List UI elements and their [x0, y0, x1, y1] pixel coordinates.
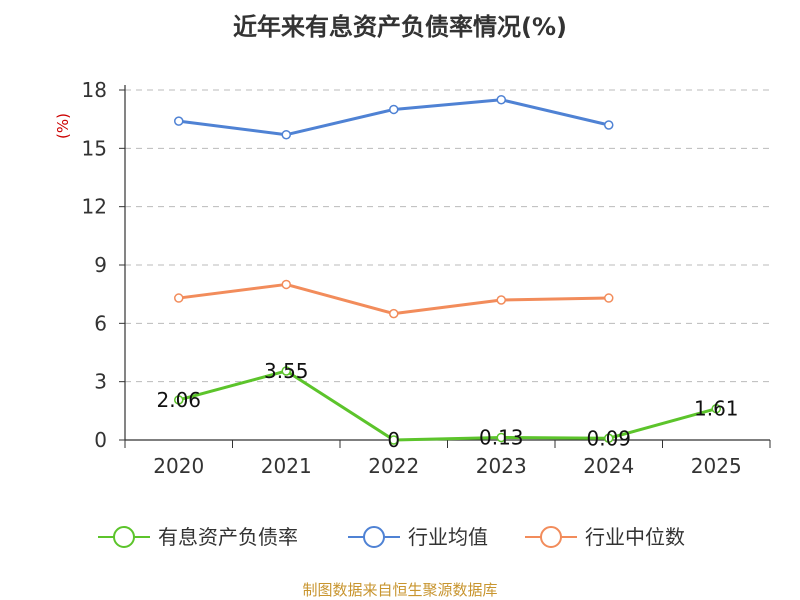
data-point — [604, 433, 614, 443]
data-point — [604, 120, 614, 130]
source-note: 制图数据来自恒生聚源数据库 — [302, 581, 497, 599]
y-tick-label: 6 — [94, 311, 107, 335]
x-tick-label: 2021 — [261, 454, 312, 478]
legend-label: 行业均值 — [408, 525, 488, 549]
y-tick-label: 9 — [94, 253, 107, 277]
data-point — [174, 116, 184, 126]
data-point — [496, 295, 506, 305]
data-label: 2.06 — [156, 388, 201, 412]
y-tick-label: 3 — [94, 370, 107, 394]
data-point — [711, 403, 721, 414]
data-label: 0.13 — [479, 425, 524, 449]
data-point — [389, 435, 399, 445]
y-tick-label: 12 — [82, 195, 107, 219]
data-point — [174, 293, 184, 303]
data-point — [281, 129, 291, 140]
data-point — [281, 279, 291, 290]
x-tick-label: 2024 — [583, 454, 634, 478]
legend-swatch-marker — [540, 526, 562, 548]
data-point — [496, 432, 506, 443]
series-line — [178, 369, 717, 442]
y-tick-label: 15 — [82, 136, 107, 160]
data-point — [389, 104, 399, 115]
legend-swatch-marker — [113, 526, 135, 548]
data-label: 0 — [387, 428, 400, 452]
gridlines — [125, 89, 770, 383]
x-tick-label: 2020 — [153, 454, 204, 478]
data-point — [174, 395, 184, 405]
x-tick-label: 2025 — [691, 454, 742, 478]
data-point — [281, 366, 291, 376]
data-label: 1.61 — [694, 397, 739, 421]
x-tick-label: 2023 — [476, 454, 527, 478]
data-point — [389, 308, 399, 319]
data-label: 3.55 — [264, 359, 309, 383]
legend-swatch-marker — [363, 526, 385, 548]
y-tick-label: 18 — [82, 78, 107, 102]
legend: 有息资产负债率 行业均值 行业中位数 — [98, 525, 685, 549]
data-point — [496, 94, 506, 105]
axes: 0 3 6 9 12 15 18 2020 2021 2022 2023 2024 2025 — [82, 78, 771, 478]
series-group — [174, 94, 721, 445]
legend-label: 行业中位数 — [585, 525, 685, 549]
chart-title: 近年来有息资产负债率情况(%) — [233, 13, 567, 41]
data-labels: 2.06 3.55 0 0.13 0.09 1.61 — [156, 359, 738, 452]
x-tick-label: 2022 — [368, 454, 419, 478]
y-axis-label: (%) — [54, 113, 72, 139]
data-point — [604, 293, 614, 303]
legend-label: 有息资产负债率 — [158, 525, 298, 549]
y-tick-label: 0 — [94, 428, 107, 452]
data-label: 0.09 — [586, 426, 631, 450]
